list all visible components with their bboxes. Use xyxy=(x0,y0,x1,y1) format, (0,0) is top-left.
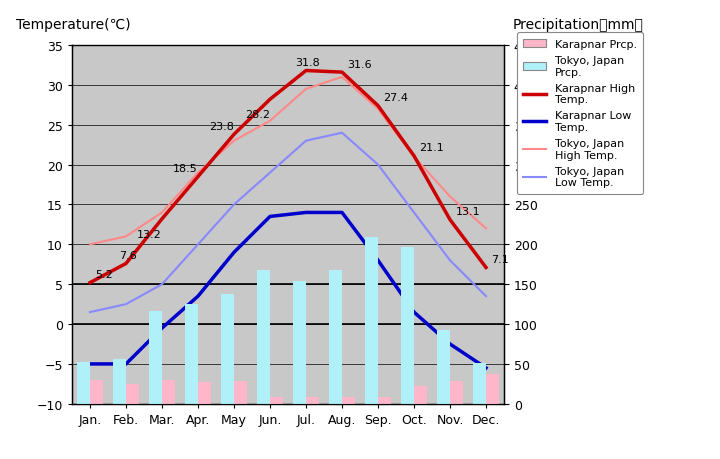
Text: 21.1: 21.1 xyxy=(420,143,444,153)
Bar xyxy=(185,304,198,404)
Bar xyxy=(234,381,246,404)
Text: Precipitation（mm）: Precipitation（mm） xyxy=(513,17,644,32)
Text: 31.8: 31.8 xyxy=(295,58,320,68)
Text: 7.1: 7.1 xyxy=(492,254,509,264)
Bar xyxy=(294,281,306,404)
Bar xyxy=(198,382,210,404)
Bar xyxy=(258,270,270,404)
Text: Temperature(℃): Temperature(℃) xyxy=(16,17,130,32)
Bar xyxy=(90,380,102,404)
Bar xyxy=(378,397,390,404)
Text: 13.1: 13.1 xyxy=(456,207,480,217)
Text: 5.2: 5.2 xyxy=(96,269,113,280)
Text: 23.8: 23.8 xyxy=(209,122,234,131)
Bar xyxy=(150,311,162,404)
Text: 13.2: 13.2 xyxy=(137,230,162,239)
Bar xyxy=(473,364,486,404)
Bar xyxy=(401,247,414,404)
Bar xyxy=(437,331,450,404)
Text: 31.6: 31.6 xyxy=(348,59,372,69)
Bar xyxy=(162,380,174,404)
Bar xyxy=(414,386,426,404)
Text: 27.4: 27.4 xyxy=(384,93,408,103)
Bar xyxy=(365,238,378,404)
Text: 28.2: 28.2 xyxy=(245,110,270,120)
Legend: Karapnar Prcp., Tokyo, Japan
Prcp., Karapnar High
Temp., Karapnar Low
Temp., Tok: Karapnar Prcp., Tokyo, Japan Prcp., Kara… xyxy=(517,33,644,195)
Bar xyxy=(329,270,342,404)
Bar xyxy=(450,381,462,404)
Bar xyxy=(222,294,234,404)
Bar xyxy=(342,397,354,404)
Bar xyxy=(306,397,318,404)
Text: 7.6: 7.6 xyxy=(119,250,137,260)
Bar xyxy=(270,397,282,404)
Text: 18.5: 18.5 xyxy=(173,164,198,174)
Bar xyxy=(126,384,138,404)
Bar xyxy=(114,359,126,404)
Bar xyxy=(486,374,498,404)
Bar xyxy=(78,363,90,404)
